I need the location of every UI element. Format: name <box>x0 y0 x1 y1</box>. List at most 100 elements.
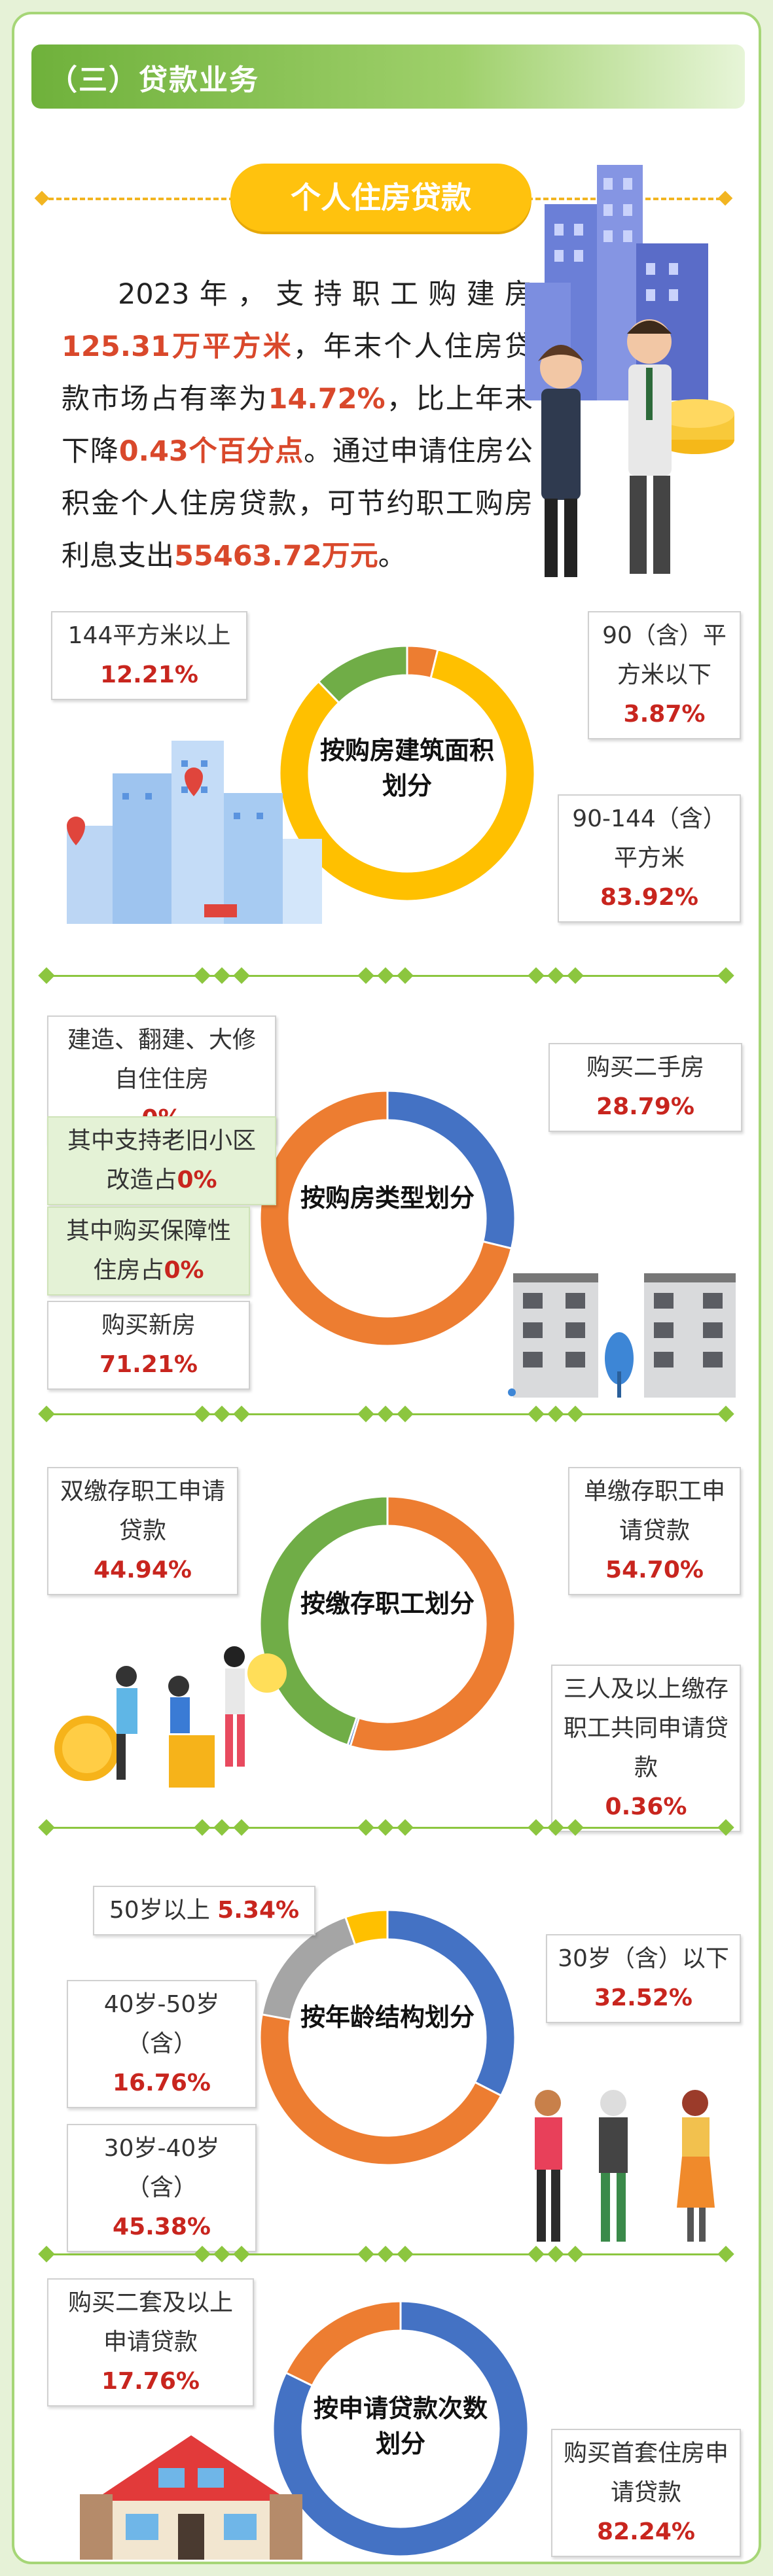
business-people-buildings-illustration <box>525 165 734 577</box>
intro-text-2: ，年末个人住房贷款市场占有率为 <box>62 330 533 415</box>
divider-diamond <box>377 1405 394 1422</box>
divider-diamond <box>213 967 230 984</box>
label-text: 双缴存职工申请贷款 <box>60 1478 225 1544</box>
divider-diamond <box>567 967 584 984</box>
label-affordable-housing: 其中购买保障性住房占0% <box>47 1207 250 1296</box>
label-dual-depositors: 双缴存职工申请贷款 44.94% <box>47 1467 238 1595</box>
label-text: 其中购买保障性住房占 <box>65 1218 231 1284</box>
house-illustration <box>80 2435 302 2560</box>
divider-diamond <box>38 1819 55 1836</box>
donut-center-label-depositors: 按缴存职工划分 <box>300 1589 475 1618</box>
intro-text-3: ，比上年末下降 <box>62 383 533 468</box>
label-text: 三人及以上缴存职工共同申请贷款 <box>563 1676 728 1781</box>
intro-value-saving: 55463.72万元 <box>174 540 378 573</box>
label-new-house: 购买新房 71.21% <box>47 1301 250 1390</box>
apartment-buildings-illustration <box>508 1273 736 1398</box>
divider-diamond <box>397 1405 414 1422</box>
donut-chart-age <box>259 1909 516 2166</box>
label-pct: 45.38% <box>113 2214 211 2240</box>
donut-center-label-area: 按购房建筑面积划分 <box>319 736 494 800</box>
donut-center-label-times: 按申请贷款次数划分 <box>313 2394 488 2458</box>
intro-text-1: 2023年，支持职工购建房 <box>118 278 533 311</box>
section-divider <box>38 2246 734 2263</box>
label-text: 单缴存职工申请贷款 <box>583 1478 725 1544</box>
label-age-under-30: 30岁（含）以下 32.52% <box>546 1934 741 2023</box>
divider-diamond <box>357 2246 374 2263</box>
label-pct: 0% <box>177 1167 217 1193</box>
label-pct: 28.79% <box>596 1093 694 1120</box>
divider-diamond <box>194 1819 211 1836</box>
divider-diamond <box>233 967 250 984</box>
label-text: 90（含）平方米以下 <box>602 622 727 688</box>
divider-diamond <box>38 2246 55 2263</box>
label-pct: 12.21% <box>100 662 198 688</box>
donut-slice-1 <box>272 2300 530 2558</box>
intro-paragraph: 2023年，支持职工购建房 125.31万平方米，年末个人住房贷款市场占有率为14… <box>62 268 533 582</box>
label-second-hand: 购买二手房 28.79% <box>548 1043 742 1132</box>
divider-diamond <box>547 967 564 984</box>
dash-end-diamond-left <box>34 190 50 206</box>
divider-diamond <box>567 1405 584 1422</box>
label-pct: 16.76% <box>113 2070 211 2096</box>
label-age-30-40: 30岁-40岁（含） 45.38% <box>67 2124 257 2252</box>
label-text: 30岁-40岁（含） <box>103 2135 220 2201</box>
label-text: 144平方米以上 <box>67 622 231 649</box>
donut-slice-4 <box>344 1909 389 1947</box>
label-text: 40岁-50岁（含） <box>103 1991 220 2057</box>
label-pct: 0% <box>164 1257 204 1284</box>
divider-diamond <box>547 2246 564 2263</box>
intro-text-4: 。通过申请住房公积金个人住房贷款，可节约职工购房利息支出 <box>62 435 533 573</box>
section-divider <box>38 967 734 984</box>
divider-diamond <box>717 967 734 984</box>
divider-diamond <box>528 1819 545 1836</box>
divider-diamond <box>567 2246 584 2263</box>
divider-diamond <box>38 967 55 984</box>
label-three-plus-depositors: 三人及以上缴存职工共同申请贷款 0.36% <box>551 1665 741 1832</box>
people-presenting-illustration <box>535 2090 715 2242</box>
donut-center-label-age: 按年龄结构划分 <box>300 2003 475 2032</box>
divider-diamond <box>528 967 545 984</box>
label-pct: 5.34% <box>217 1897 300 1924</box>
label-first-loan: 购买首套住房申请贷款 82.24% <box>551 2429 741 2557</box>
donut-slice-2 <box>259 1089 513 1347</box>
section-divider <box>38 1405 734 1422</box>
label-single-depositor: 单缴存职工申请贷款 54.70% <box>568 1467 741 1595</box>
divider-diamond <box>377 2246 394 2263</box>
divider-diamond <box>397 1819 414 1836</box>
city-map-pin-illustration <box>67 741 322 924</box>
divider-diamond <box>213 1819 230 1836</box>
intro-value-share: 14.72% <box>268 383 386 415</box>
label-pct: 32.52% <box>594 1985 692 2011</box>
label-age-40-50: 40岁-50岁（含） 16.76% <box>67 1980 257 2108</box>
donut-slice-3 <box>317 644 408 705</box>
donut-chart-area <box>278 644 536 902</box>
divider-diamond <box>547 1405 564 1422</box>
divider-diamond <box>213 1405 230 1422</box>
donut-slice-2 <box>259 2013 503 2166</box>
label-old-community: 其中支持老旧小区改造占0% <box>47 1116 276 1205</box>
donut-slice-2 <box>284 2300 402 2388</box>
people-coins-illustration <box>54 1646 287 1788</box>
label-text: 购买二套及以上申请贷款 <box>67 2289 233 2355</box>
intro-value-drop: 0.43个百分点 <box>118 435 304 468</box>
label-90-144: 90-144（含）平方米 83.92% <box>558 794 741 923</box>
divider-diamond <box>233 1405 250 1422</box>
divider-diamond <box>357 1405 374 1422</box>
intro-value-area: 125.31万平方米 <box>62 330 293 363</box>
divider-diamond <box>38 1405 55 1422</box>
divider-diamond <box>357 1819 374 1836</box>
label-pct: 3.87% <box>623 701 706 728</box>
divider-diamond <box>397 967 414 984</box>
label-text: 90-144（含）平方米 <box>572 805 727 872</box>
donut-chart-times <box>272 2300 530 2558</box>
donut-chart-type <box>259 1089 516 1347</box>
label-under-90: 90（含）平方米以下 3.87% <box>588 611 741 739</box>
divider-diamond <box>528 1405 545 1422</box>
label-pct: 17.76% <box>101 2368 200 2395</box>
label-text: 30岁（含）以下 <box>558 1945 729 1972</box>
label-text: 50岁以上 <box>109 1897 210 1924</box>
divider-diamond <box>233 1819 250 1836</box>
divider-diamond <box>377 1819 394 1836</box>
divider-diamond <box>717 1405 734 1422</box>
label-pct: 54.70% <box>605 1557 704 1583</box>
